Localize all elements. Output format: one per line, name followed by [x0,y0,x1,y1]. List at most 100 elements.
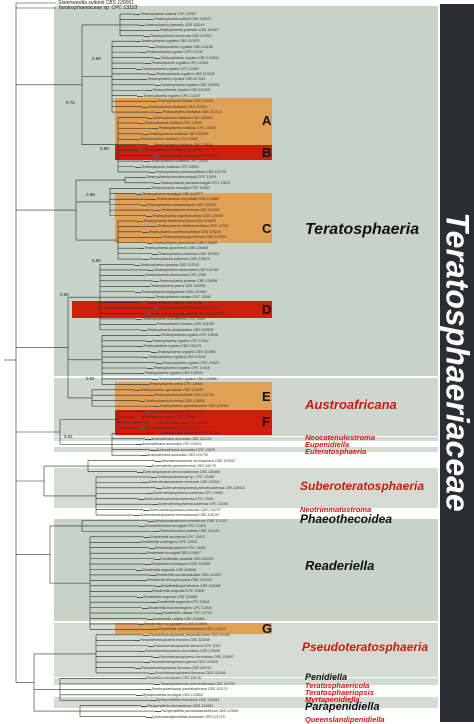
taxon-label: Teratosphaeria cryptica CBS 116006 [154,82,220,87]
taxon-label: Teratosphaeria nubilosa CPC 12235 [153,153,217,158]
clade-letter-b: B [262,145,272,160]
taxon-label: Teratosphaeria nubilosa CBS 116005 [142,131,209,136]
taxon-label: Teratosphaeria jonkershoekensis CBS 1228… [145,311,225,316]
taxon-label: Austroafricana associata CBS 112224 [144,436,212,441]
taxon-label: Teratosphaeria verrucosa CBS 113621 [144,33,212,38]
clade-letter-f: F [262,414,270,429]
taxon-label: Neotrimmatostroma excentricum CBS 121102 [147,518,228,523]
taxon-label: Teratosphaeriaceae sp. CPC 12349 [150,474,215,479]
taxon-label: Teratosphaeria cryptica CBS 110975 [134,39,200,44]
taxon-label: Teratosphaeria fibrillosa CPC 1876 [140,300,202,305]
taxon-label: Readeriella dimorphospora CBS 120034 [141,578,212,583]
taxon-label: Teratosphaeria syncarpiae CBS 121160 [133,387,204,392]
taxon-label: Teratosphaeria pseudosuttonii CBS 124044 [152,404,229,409]
taxon-label: Readeriella tasmanica CPC 13631 [143,534,206,539]
taxon-label: Pseudoteratosphaeria flexuosa CBS 111048 [148,671,226,675]
support-value: 0.75 [66,100,75,105]
taxon-label: Queenslandipenidiella kurandae CBS 12171… [146,714,225,719]
taxon-label: Teratosphaeria gauchensis CBS 119465 [146,240,218,245]
family-bar [440,4,474,722]
taxon-label: Teratosphaericola pseudoafricana CBS 114… [153,681,236,686]
genus-euteratosphaeria: Euteratosphaeria [305,447,367,456]
taxon-label: Pseudoteratosphaeria ohnowa CBS 110949 [134,638,210,643]
taxon-label: Teratosphaeria angophorae CBS 120493 [134,289,207,294]
clade-letter-a: A [262,113,272,128]
taxon-label: Readeriella patrickii CPC 13602 [149,545,206,550]
taxon-label: Teratosphaeria zuluensis CBS 119470 [143,257,210,262]
taxon-label: Teratosphaeria cryptica CBS 110996 [150,349,216,354]
support-value: 0.91 [64,434,73,439]
clade-letter-g: G [262,621,273,636]
taxon-label: Teratosphaeria cryptica CPC 12424 [145,61,208,65]
taxon-label: Teratosphaeria aurantia CBS 125243 [133,262,200,267]
taxon-label: Teratosphaeria cryptica CPC 12229 [137,93,200,98]
taxon-label: Teratosphaeria cryptica CPC 13839 [155,333,218,338]
genus-neocatenulostroma: Neocatenulostroma [305,433,376,442]
taxon-label: Teratosphaeria pluritubularis CBS 118508 [140,327,214,332]
taxon-label: Teratosphaeria nubilosa CPC 13845 [152,126,216,131]
genus-suberoteratosphaeria: Suberoteratosphaeria [300,479,425,493]
taxon-label: Neocatenulostroma microsporum CBS 101951 [154,458,236,463]
taxon-label: Teratosphaeria gauchensis CBS 120303 [155,235,227,240]
taxon-label: Teratosphaeria cryptica CBS 110500 [145,88,211,93]
clade-box-c [115,193,272,243]
taxon-label: Phaeothecoidea proteae CBS 114129 [152,529,220,534]
taxon-label: Teratosphaeria maculiformis CPC 1499 [136,317,205,321]
taxon-label: Teratosphaeria bioldana CBS 113313 [156,110,222,114]
taxon-label: Readeriella angustia CPC 13618 [150,600,210,605]
taxon-label: Teratosphaeria stellenboschiana CBS 1164… [137,219,216,223]
taxon-label: Teratosphaeria eucalypti CBS 124577 [135,191,203,196]
taxon-label: Teratosphaeria cryptica CBS 117619 [140,77,206,82]
taxon-label: Teratosphaeria zuluensis CBS 120301 [151,251,220,256]
taxon-label: Teratosphaeria destructans CBS 111369 [147,268,219,272]
taxon-label: Teratosphaeria corymbiae CBS 124988 [150,197,219,202]
outgroup-taxon-2: Teratosphaeriaceae sp. CPC 13123 [58,5,138,11]
taxon-label: Eupenidiella venezuelensis CBS 106.75 [146,464,216,468]
taxon-label: Teratosphaeria miniata CPC 13090 [148,295,212,300]
taxon-label: Austroafricana associata CBS 120730 [141,453,208,458]
taxon-label: Pseudoteratosphaeria gamsii CBS 120035 [144,660,218,665]
taxon-label: Readeriella pulcherrima CBS 124098 [154,583,221,588]
taxon-label: Teratosphaeria fimbriata CBS 120893 [139,398,205,403]
support-value: 0.99 [92,258,101,263]
genus-parapenidiella: Parapenidiella [305,701,380,713]
taxon-label: Suberoteratosphaeria suberosa CPC 13091 [138,496,214,501]
taxon-label: Readeriella brunneotingens CPC 13303 [142,605,212,610]
taxon-label: Teratosphaeria nubilosa CPC 12830 [144,159,208,163]
taxon-label: Suberoteratosphaeria suberosa CPC 13090 [147,491,223,496]
support-value: 0.98 [60,292,69,297]
taxon-label: Myrtapenidiella tenuiramis CBS 124993 [149,698,220,703]
support-value: 0.98 [86,192,95,197]
taxon-label: Teratosphaeria juvenalis CBS 116427 [153,28,219,33]
taxon-label: Teratosphaeria biolata CBS 120301 [151,99,214,104]
taxon-label: Teratosphaeria cryptica CBS 125004 [138,371,203,376]
taxon-label: Teratosphaeria cryptica CPC 13823 [156,360,219,365]
taxon-label: Readeriella eucalyptigena CBS 124999 [138,622,207,626]
taxon-label: Austroafricana parva CBS 116289 [143,409,205,414]
taxon-label: Teratosphaeriopsis pseudoafricana CBS 11… [144,687,228,692]
clade-box-a [115,98,272,145]
genus-phaeothecoidea: Phaeothecoidea [300,512,393,526]
genus-readeriella: Readeriella [305,558,375,573]
taxon-label: Austroafricana associata CPC 13119 [154,431,219,436]
taxon-label: Readeriella callista CPC 12715 [156,611,212,616]
taxon-label: Teratosphaeria destructans CPC 1368 [139,273,206,278]
genus-austroafricana: Austroafricana [305,397,397,412]
band-neocatenulostroma [54,437,438,441]
taxon-label: Readeriella angustia CBS 124998 [135,567,197,572]
taxon-label: Readeriella angustia CPC 13608 [145,589,205,594]
clade-letter-c: C [262,221,272,236]
taxon-label: Readeriella angustia CBS 124998 [136,594,198,599]
taxon-label: Teratosphaeria considenianae CBS 120302 [140,202,217,207]
genus-pseudoteratosphaeria: Pseudoteratosphaeria [302,640,429,654]
taxon-label: Teratosphaeria pseudonubilosa CBS 112728 [148,169,227,174]
taxon-label: Teratosphaeria bioldana CBS 113311 [141,104,208,109]
taxon-label: Pseudoteratosphaeria perpendicularis CBS… [143,632,231,637]
taxon-label: Teratosphaeria nubilosa CBS 116283 [146,115,213,120]
taxon-label: Teratosphaeria parva CBS 116289 [144,284,205,289]
clade-letter-d: D [262,302,272,317]
taxon-label: Readeriella mirabilis CBS 116293 [153,556,214,561]
taxon-label: Teratosphaeria suttonii CBS 119973 [147,17,212,22]
clade-letter-e: E [262,389,271,404]
